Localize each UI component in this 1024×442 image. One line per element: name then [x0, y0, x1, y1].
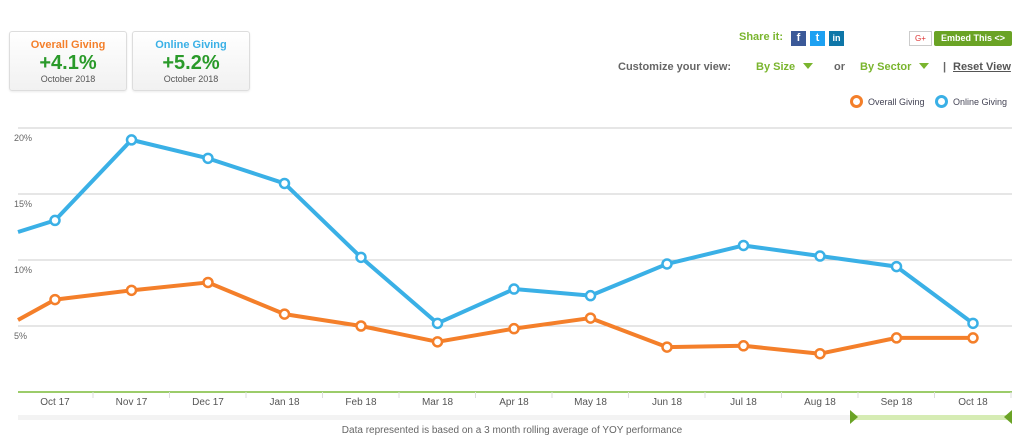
data-point — [125, 284, 138, 297]
online-giving-card: Online Giving +5.2% October 2018 — [132, 31, 250, 91]
data-point — [202, 152, 214, 165]
legend-marker — [935, 95, 948, 108]
card-value: +5.2% — [162, 52, 220, 74]
by-sector-dropdown[interactable]: By Sector — [860, 61, 930, 73]
share-label: Share it: — [739, 31, 784, 43]
y-tick-label: 5% — [14, 331, 27, 341]
data-point — [355, 320, 367, 332]
data-point — [967, 317, 979, 330]
embed-button[interactable]: Embed This <> — [934, 31, 1012, 46]
x-tick-label: Oct 17 — [40, 397, 70, 408]
data-point — [431, 336, 444, 348]
linkedin-icon[interactable]: in — [829, 31, 844, 46]
data-point — [278, 308, 291, 320]
scrollbar-track — [18, 415, 1012, 420]
x-tick-label: Nov 17 — [116, 397, 148, 408]
legend-marker — [850, 95, 863, 108]
data-point — [737, 340, 750, 352]
caret-down-icon — [803, 63, 814, 69]
footnote: Data represented is based on a 3 month r… — [341, 425, 683, 436]
data-point — [661, 341, 673, 353]
series-line-0 — [17, 280, 973, 356]
x-tick-label: Jan 18 — [269, 397, 299, 408]
y-tick-label: 20% — [14, 133, 32, 143]
y-tick-label: 15% — [14, 199, 32, 209]
card-date: October 2018 — [40, 74, 96, 84]
data-point — [355, 251, 367, 264]
x-tick-label: Aug 18 — [804, 397, 836, 408]
range-handle-right — [1004, 410, 1012, 424]
facebook-icon[interactable]: f — [791, 31, 806, 46]
card-date: October 2018 — [163, 74, 219, 84]
data-point — [584, 312, 597, 324]
by-sector-label: By Sector — [860, 61, 912, 73]
legend-label: Online Giving — [953, 97, 1008, 107]
data-point — [49, 293, 61, 306]
data-point — [202, 276, 214, 289]
data-point — [661, 258, 673, 270]
x-tick-label: Mar 18 — [422, 397, 454, 408]
x-tick-label: Oct 18 — [958, 397, 988, 408]
by-size-dropdown[interactable]: By Size — [756, 61, 814, 73]
or-label: or — [834, 61, 845, 73]
data-point — [737, 239, 750, 252]
y-tick-label: 10% — [14, 265, 32, 275]
x-tick-label: May 18 — [574, 397, 607, 408]
data-point — [814, 347, 826, 360]
series-line-1 — [17, 137, 975, 326]
data-point — [967, 332, 979, 344]
caret-down-icon — [919, 63, 930, 69]
legend-online[interactable]: Online Giving — [935, 95, 1007, 108]
data-point — [890, 260, 903, 273]
card-value: +4.1% — [39, 52, 97, 74]
by-size-label: By Size — [756, 61, 796, 73]
customize-label: Customize your view: — [618, 61, 732, 73]
data-point — [584, 289, 597, 302]
card-title: Overall Giving — [30, 39, 106, 51]
x-tick-label: Apr 18 — [499, 397, 529, 408]
range-handle-left — [850, 410, 858, 424]
x-tick-label: Dec 17 — [192, 397, 224, 408]
x-tick-label: Jun 18 — [652, 397, 682, 408]
range-selector — [855, 415, 1007, 420]
data-point — [508, 322, 520, 335]
legend-label: Overall Giving — [868, 97, 925, 107]
data-point — [49, 214, 61, 227]
x-tick-label: Feb 18 — [345, 397, 377, 408]
reset-view-link[interactable]: Reset View — [953, 61, 1011, 73]
data-point — [278, 177, 291, 190]
data-point — [125, 134, 138, 146]
data-point — [508, 283, 520, 295]
separator: | — [943, 61, 947, 73]
google-plus-button[interactable]: G+ — [909, 31, 932, 46]
x-tick-label: Jul 18 — [730, 397, 757, 408]
data-point — [890, 332, 903, 344]
legend-overall[interactable]: Overall Giving — [850, 95, 925, 108]
x-tick-label: Sep 18 — [881, 397, 913, 408]
card-title: Online Giving — [155, 39, 227, 51]
twitter-icon[interactable]: t — [810, 31, 825, 46]
data-point — [814, 250, 826, 262]
overall-giving-card: Overall Giving +4.1% October 2018 — [9, 31, 127, 91]
data-point — [431, 317, 444, 330]
